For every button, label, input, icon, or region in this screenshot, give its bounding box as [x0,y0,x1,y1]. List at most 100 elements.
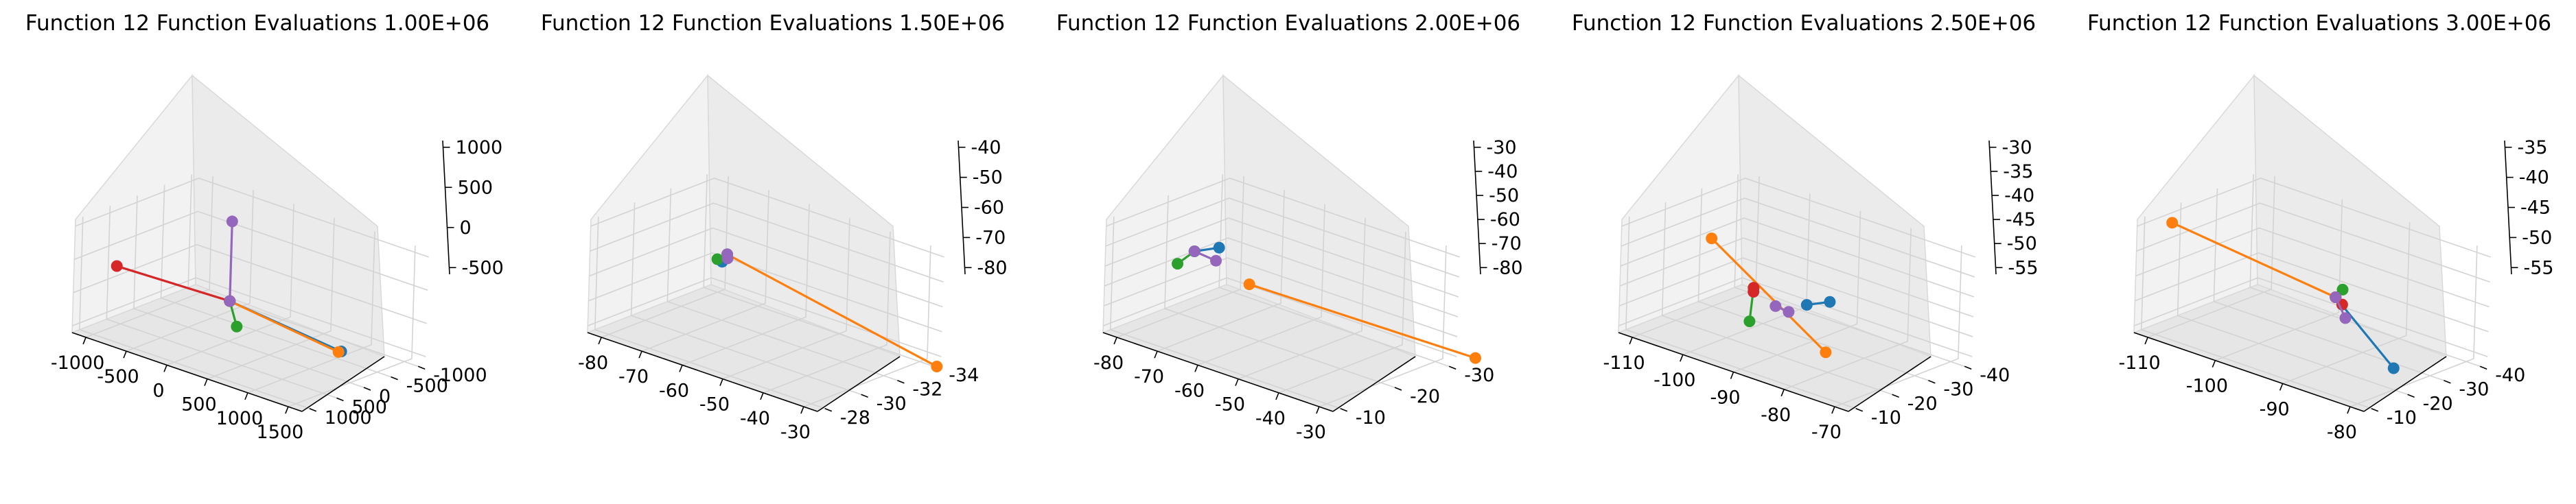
z-tick-label: 0 [460,217,472,239]
subplot-3: Function 12 Function Evaluations 2.00E+0… [1031,0,1546,504]
y-axis-line [1848,356,1931,412]
x-tick-label: -60 [1174,380,1205,401]
z-tick-label: -30 [1487,137,1517,158]
y-tick-label: -20 [1410,386,1440,407]
gridlines [72,174,429,409]
data-point [1188,245,1200,257]
y-tick-label: -30 [1464,365,1494,386]
data-point [2387,362,2400,374]
y-axis-line [817,356,901,412]
y-tick-label: -30 [1943,379,1973,400]
data-series [2166,217,2400,374]
data-series [711,248,943,372]
y-tick-label: -40 [1980,365,2010,386]
data-series [1172,241,1482,364]
z-tick-label: -50 [2522,227,2552,248]
x-tick-label: -50 [699,394,730,416]
data-point [1748,286,1760,298]
x-tick-label: -1000 [51,352,104,374]
data-point [1706,232,1718,245]
z-tick-label: -35 [2003,161,2033,182]
data-point [2330,291,2342,304]
z-tick-label: -70 [975,227,1006,248]
y-tick-label: 1000 [325,407,372,429]
data-point [231,320,243,333]
z-tick-label: -35 [2518,137,2548,158]
series-line [229,221,233,302]
z-tick-label: -40 [2519,167,2549,189]
x-tick-label: -110 [1603,352,1645,374]
z-axis-line [1473,140,1481,275]
x-tick-label: -80 [1093,352,1124,374]
x-tick-label: -80 [1761,405,1791,426]
x-tick-label: 500 [181,394,217,416]
y-tick-label: -34 [949,365,979,386]
y-tick-label: -1000 [433,365,487,386]
subplot-5: Function 12 Function Evaluations 3.00E+0… [2062,0,2576,504]
y-tick-label: -10 [2387,407,2417,429]
gridlines [2134,174,2491,409]
z-tick-label: -80 [977,257,1008,278]
x-tick-label: -60 [659,380,689,401]
x-tick-label: -40 [740,408,770,429]
x-tick-label: -80 [578,352,608,374]
subplot-2: Function 12 Function Evaluations 1.50E+0… [515,0,1030,504]
x-tick-label: -500 [97,366,139,387]
z-tick-label: -50 [973,167,1003,189]
chart-title: Function 12 Function Evaluations 2.50E+0… [1572,11,2036,36]
y-tick-label: -20 [1907,393,1938,414]
data-point [1800,299,1813,311]
z-axis-line [442,140,450,275]
z-tick-label: -40 [971,137,1001,158]
series-line [1710,237,1827,353]
x-axis-line [587,332,818,412]
x-tick-label: -70 [1811,422,1842,443]
data-series [111,215,347,358]
x-axis-line [2133,332,2365,412]
series-line [116,265,231,302]
y-tick-label: -20 [2423,393,2453,414]
x-axis-line [71,332,303,412]
subplot-4: Function 12 Function Evaluations 2.50E+0… [1546,0,2061,504]
data-point [1783,306,1795,318]
z-tick-label: -45 [2006,209,2036,230]
x-tick-label: 0 [152,380,164,401]
x-tick-label: -50 [1215,394,1245,416]
z-tick-label: -80 [1493,257,1523,278]
data-point [2339,312,2352,324]
x-tick-label: -30 [1296,422,1326,443]
x-tick-label: -80 [2327,422,2357,443]
x-tick-label: -90 [2260,398,2290,420]
x-axis-line [1102,332,1334,412]
chart-title: Function 12 Function Evaluations 2.00E+0… [1056,11,1520,36]
data-point [224,295,236,307]
x-tick-label: -100 [2186,376,2228,397]
data-point [1213,241,1225,254]
z-tick-label: 1000 [456,137,503,158]
data-point [111,260,123,272]
y-axis-line [2363,356,2447,412]
y-tick-label: -10 [1871,407,1901,429]
y-tick-label: -10 [1356,407,1386,429]
data-series [1706,232,1836,359]
data-point [1769,300,1782,312]
x-tick-label: -40 [1255,408,1286,429]
data-point [1210,254,1222,267]
data-point [2336,283,2349,296]
z-tick-label: -60 [974,197,1004,219]
x-tick-label: -110 [2118,352,2160,374]
data-point [931,360,943,372]
chart-title: Function 12 Function Evaluations 3.00E+0… [2087,11,2551,36]
z-tick-label: -55 [2524,257,2554,278]
subplot-1: Function 12 Function Evaluations 1.00E+0… [0,0,515,504]
data-point [226,215,238,228]
data-point [1243,278,1255,291]
y-tick-label: -30 [877,393,907,414]
z-tick-label: -60 [1490,209,1520,230]
series-line [726,253,938,368]
data-point [2166,217,2179,229]
z-tick-label: -70 [1492,233,1522,254]
x-tick-label: -30 [780,422,811,443]
data-point [1820,346,1832,359]
